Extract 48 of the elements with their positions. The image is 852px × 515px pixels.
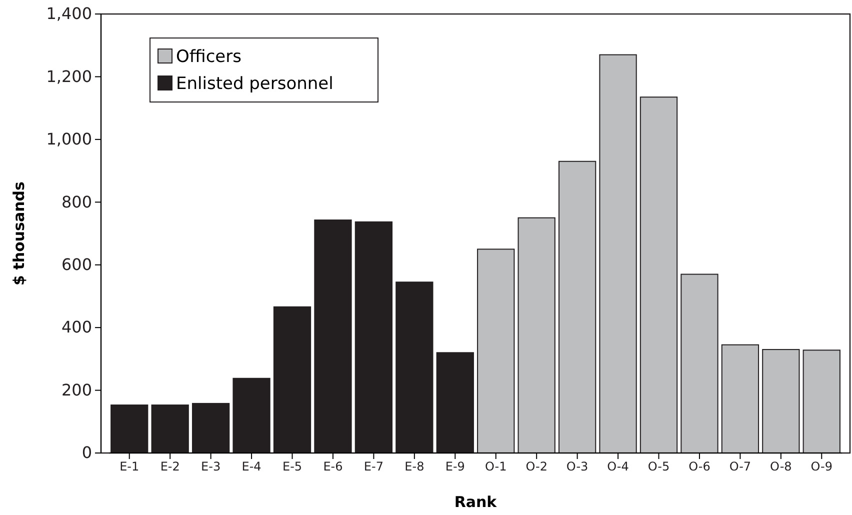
x-tick-label: E-7 <box>364 460 384 474</box>
bar <box>802 350 840 454</box>
bar <box>640 96 678 454</box>
x-tick-label: O-8 <box>770 460 792 474</box>
x-tick-label: E-5 <box>282 460 302 474</box>
bar <box>721 344 760 454</box>
x-tick-label: O-6 <box>688 460 710 474</box>
y-tick-label: 400 <box>61 318 92 337</box>
x-tick-label: E-3 <box>201 460 221 474</box>
legend-label: Officers <box>176 47 242 67</box>
y-tick-label: 200 <box>61 380 92 400</box>
y-axis-title: $ thousands <box>10 181 28 286</box>
bar <box>477 248 515 454</box>
bar <box>314 220 352 454</box>
bar <box>151 404 189 454</box>
x-tick-label: E-8 <box>404 460 424 474</box>
y-tick-label: 1,400 <box>46 4 92 24</box>
bar <box>762 349 800 454</box>
bar <box>110 404 148 454</box>
y-tick-label: 800 <box>61 192 92 212</box>
y-tick-label: 0 <box>82 443 92 462</box>
x-tick-label: O-5 <box>648 460 670 474</box>
x-tick-label: O-9 <box>810 460 833 474</box>
x-tick-label: E-4 <box>242 460 262 474</box>
bar <box>558 160 596 454</box>
x-tick-label: O-1 <box>484 460 507 474</box>
y-tick-label: 1,000 <box>46 130 92 149</box>
bar <box>396 282 434 454</box>
bar <box>436 352 474 454</box>
bar <box>192 402 230 454</box>
x-tick-label: O-7 <box>729 460 752 474</box>
x-tick-label: E-9 <box>445 460 465 474</box>
y-tick-label: 600 <box>61 254 92 274</box>
x-axis-title: Rank <box>454 493 498 511</box>
x-tick-label: O-2 <box>526 460 548 474</box>
x-tick-label: E-6 <box>323 460 343 474</box>
legend-label: Enlisted personnel <box>176 74 334 94</box>
bar <box>232 378 270 454</box>
y-tick-label: 1,200 <box>46 66 92 86</box>
x-tick-label: O-4 <box>607 460 629 474</box>
x-tick-label: E-2 <box>160 460 180 474</box>
bar <box>680 274 718 454</box>
x-tick-label: O-3 <box>566 460 588 474</box>
x-tick-label: E-1 <box>120 460 140 474</box>
bar <box>599 54 637 454</box>
bar <box>354 221 393 454</box>
bar <box>273 306 312 454</box>
bar <box>518 217 556 454</box>
